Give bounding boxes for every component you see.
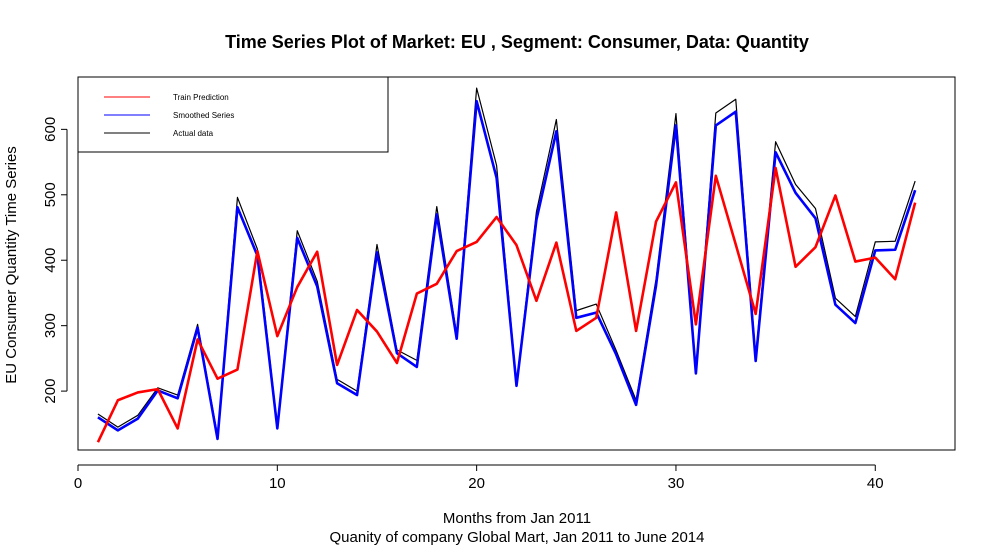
y-tick-label: 600 bbox=[42, 117, 59, 142]
y-tick-label: 500 bbox=[42, 182, 59, 207]
legend-label-actual: Actual data bbox=[173, 129, 214, 138]
y-tick-label: 400 bbox=[42, 248, 59, 273]
x-tick-label: 10 bbox=[269, 475, 286, 492]
legend: Train Prediction Smoothed Series Actual … bbox=[77, 76, 389, 153]
x-tick-label: 40 bbox=[867, 475, 884, 492]
smoothed-series-line bbox=[97, 99, 917, 441]
legend-label-train: Train Prediction bbox=[173, 93, 229, 102]
x-tick-label: 30 bbox=[668, 475, 685, 492]
train-prediction-line bbox=[96, 166, 917, 443]
y-tick-label: 300 bbox=[42, 313, 59, 338]
y-tick-label: 200 bbox=[42, 379, 59, 404]
chart-title: Time Series Plot of Market: EU , Segment… bbox=[225, 32, 809, 52]
x-tick-label: 20 bbox=[468, 475, 485, 492]
plot-frame bbox=[77, 76, 956, 451]
series-layer bbox=[96, 87, 917, 443]
legend-label-smoothed: Smoothed Series bbox=[173, 111, 234, 120]
x-axis-label: Months from Jan 2011 bbox=[443, 510, 591, 527]
y-axis: 200 300 400 500 600 bbox=[42, 117, 68, 404]
y-axis-label: EU Consumer Quantity Time Series bbox=[3, 146, 20, 384]
x-axis: 0 10 20 30 40 bbox=[74, 464, 884, 492]
x-axis-sublabel: Quanity of company Global Mart, Jan 2011… bbox=[330, 529, 705, 546]
x-tick-label: 0 bbox=[74, 475, 82, 492]
